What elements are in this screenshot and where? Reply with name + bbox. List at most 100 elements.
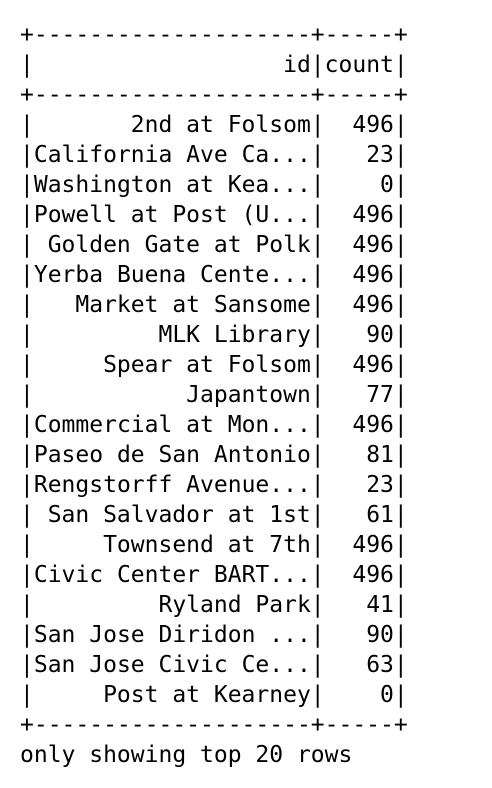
separator [311,110,325,140]
separator [394,200,408,230]
id-cell: Townsend at 7th [103,532,311,558]
count-cell: 23 [366,142,394,168]
id-cell: San Salvador at 1st [47,502,311,528]
footer-note: only showing top 20 rows [20,742,353,768]
separator [311,380,325,410]
header-cell: id [283,52,311,78]
separator [311,200,325,230]
header-cell: count [324,52,394,78]
separator [311,590,325,620]
count-cell: 63 [366,652,394,678]
id-cell: Paseo de San Antonio [33,442,311,468]
separator [20,350,34,380]
table-row: Townsend at 7th 496 [20,530,408,560]
separator [394,500,408,530]
count-cell: 41 [366,592,394,618]
separator [394,410,408,440]
table-border [20,710,408,740]
separator [311,530,325,560]
separator [394,680,408,710]
table-row: MLK Library 90 [20,320,408,350]
separator [20,380,34,410]
table-row: Golden Gate at Polk 496 [20,230,408,260]
separator [20,560,34,590]
count-cell: 90 [366,622,394,648]
separator [20,620,34,650]
separator [311,470,325,500]
separator [394,230,408,260]
header-row: idcount [20,50,408,80]
table-border [20,80,408,110]
separator [311,680,325,710]
separator [20,50,34,80]
id-cell: California Ave Ca... [33,142,311,168]
separator [20,680,34,710]
table-row: Rengstorff Avenue... 23 [20,470,408,500]
id-cell: MLK Library [158,322,311,348]
table-row: Yerba Buena Cente... 496 [20,260,408,290]
count-cell: 90 [366,322,394,348]
count-cell: 496 [352,232,394,258]
separator [20,440,34,470]
separator [311,230,325,260]
separator [311,560,325,590]
id-cell: Japantown [186,382,311,408]
table-row: Commercial at Mon... 496 [20,410,408,440]
separator [394,50,408,80]
separator [20,470,34,500]
count-cell: 496 [352,532,394,558]
table-row: Market at Sansome 496 [20,290,408,320]
count-cell: 23 [366,472,394,498]
id-cell: Powell at Post (U... [33,202,311,228]
table-row: Post at Kearney 0 [20,680,408,710]
id-cell: Commercial at Mon... [33,412,311,438]
separator [20,230,34,260]
table-row: Powell at Post (U... 496 [20,200,408,230]
separator [394,140,408,170]
separator [394,470,408,500]
console-output: idcount 2nd at Folsom496California Ave C… [20,20,408,770]
separator [20,200,34,230]
separator [311,500,325,530]
table-row: 2nd at Folsom 496 [20,110,408,140]
separator [20,140,34,170]
count-cell: 496 [352,112,394,138]
separator [20,170,34,200]
table-row: California Ave Ca... 23 [20,140,408,170]
separator [20,530,34,560]
separator [311,290,325,320]
separator [394,110,408,140]
separator [394,530,408,560]
separator [20,650,34,680]
id-cell: Post at Kearney [103,682,311,708]
id-cell: Rengstorff Avenue... [33,472,311,498]
separator [20,410,34,440]
table-row: San Jose Diridon ... 90 [20,620,408,650]
id-cell: Spear at Folsom [103,352,311,378]
count-cell: 496 [352,262,394,288]
separator [311,410,325,440]
separator [20,110,34,140]
separator [311,320,325,350]
separator [311,260,325,290]
separator [394,260,408,290]
id-cell: Golden Gate at Polk [47,232,311,258]
separator [311,620,325,650]
id-cell: San Jose Civic Ce... [33,652,311,678]
count-cell: 81 [366,442,394,468]
table-row: Civic Center BART... 496 [20,560,408,590]
table-border [20,20,408,50]
id-cell: Market at Sansome [75,292,311,318]
count-cell: 61 [366,502,394,528]
separator [394,320,408,350]
table-row: Ryland Park 41 [20,590,408,620]
table-row: Japantown 77 [20,380,408,410]
separator [20,260,34,290]
count-cell: 496 [352,292,394,318]
table-row: San Jose Civic Ce... 63 [20,650,408,680]
separator [311,350,325,380]
table-body: 2nd at Folsom496California Ave Ca... 23 Wa… [20,110,408,710]
count-cell: 496 [352,202,394,228]
separator [311,650,325,680]
id-cell: Washington at Kea... [33,172,311,198]
